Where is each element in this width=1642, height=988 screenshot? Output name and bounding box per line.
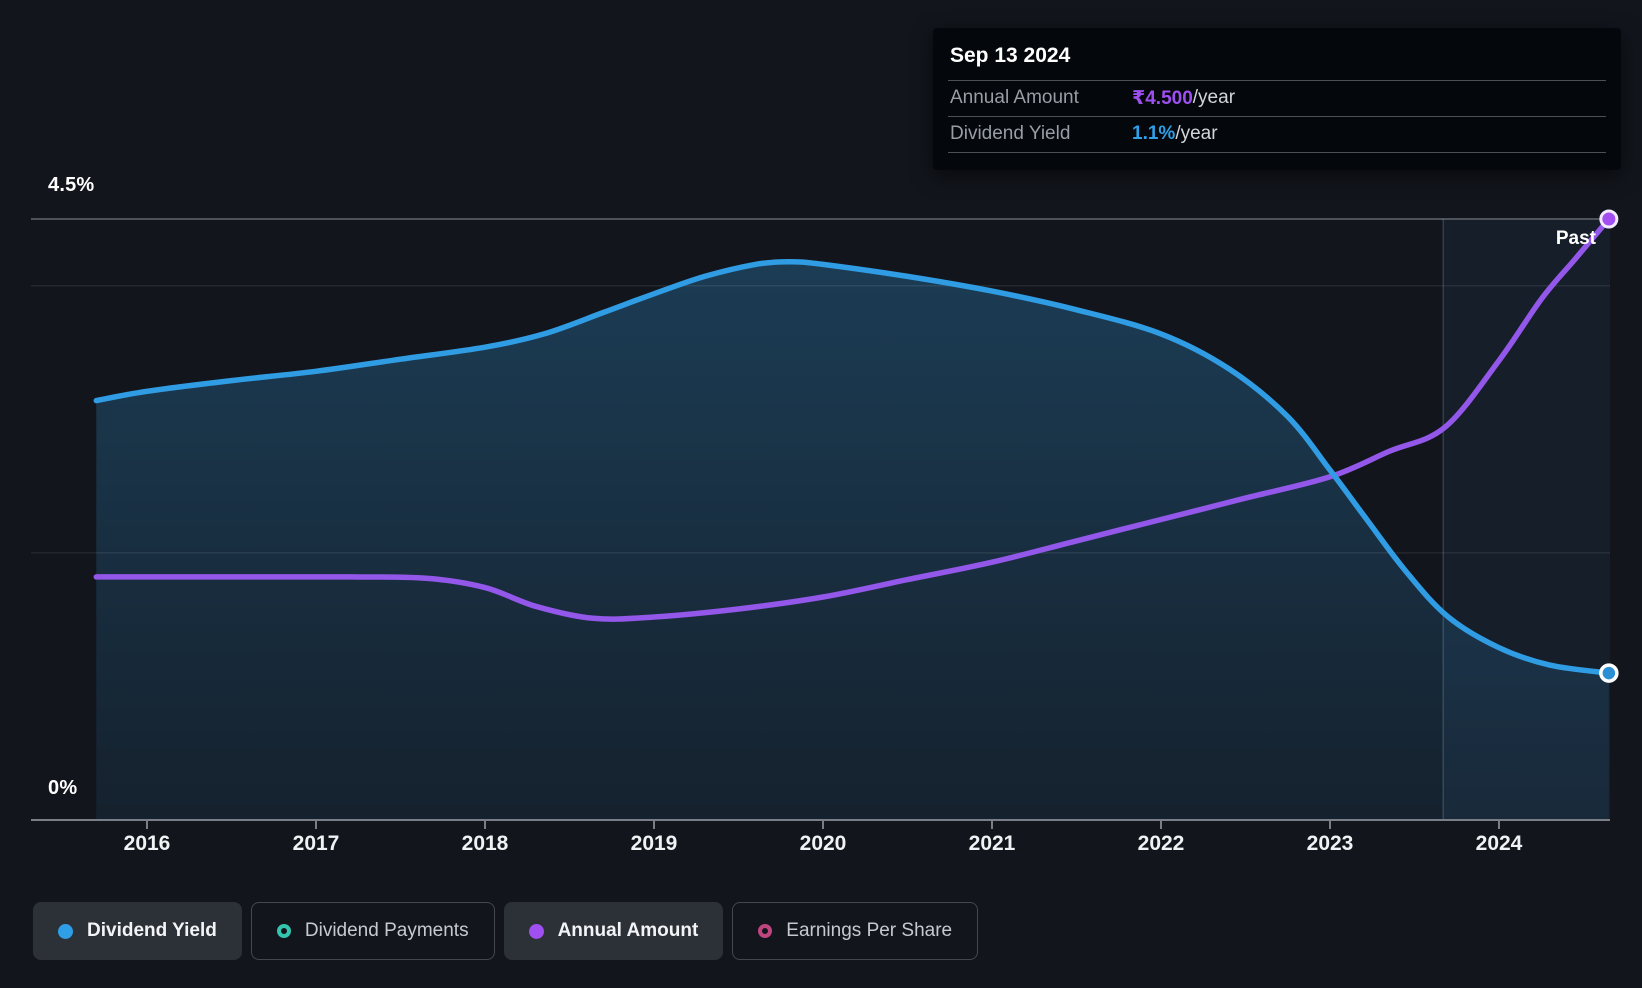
- chart-legend: Dividend Yield Dividend Payments Annual …: [33, 902, 979, 960]
- tooltip-row-suffix: /year: [1175, 123, 1218, 144]
- past-region-label: Past: [1555, 228, 1596, 249]
- dividend-yield-area: [96, 261, 1609, 820]
- annual-amount-endpoint-marker[interactable]: [1599, 209, 1619, 229]
- dividend-payments-ring-icon: [276, 924, 291, 938]
- legend-label: Dividend Payments: [304, 920, 469, 941]
- tooltip-divider: [948, 152, 1606, 153]
- x-tick-label-2016: 2016: [123, 832, 171, 855]
- legend-item-dividend-payments[interactable]: Dividend Payments: [250, 902, 495, 960]
- legend-label: Earnings Per Share: [786, 920, 953, 941]
- legend-label: Dividend Yield: [87, 920, 217, 941]
- x-tick-label-2017: 2017: [292, 832, 340, 855]
- dividend-yield-endpoint-marker[interactable]: [1599, 663, 1619, 683]
- dividend-yield-line[interactable]: [93, 258, 1612, 676]
- legend-item-dividend-yield[interactable]: Dividend Yield: [33, 902, 242, 960]
- x-tick-label-2023: 2023: [1306, 832, 1354, 855]
- dividend-yield-dot-icon: [58, 923, 73, 939]
- tooltip-row-value: ₹4.500: [1132, 87, 1193, 109]
- legend-label: Annual Amount: [557, 920, 699, 941]
- tooltip-row-suffix: /year: [1192, 87, 1236, 108]
- x-tick-label-2020: 2020: [799, 832, 847, 855]
- tooltip-date: Sep 13 2024: [950, 44, 1071, 67]
- tooltip-divider: [948, 80, 1606, 81]
- x-tick-label-2024: 2024: [1475, 832, 1523, 855]
- annual-amount-dot-icon: [528, 923, 544, 939]
- chart-tooltip: Sep 13 2024 Annual Amount ₹4.500 /year D…: [933, 28, 1621, 170]
- x-tick-label-2018: 2018: [461, 832, 509, 855]
- y-axis-max-label: 4.5%: [48, 174, 95, 196]
- tooltip-row-label: Annual Amount: [950, 87, 1079, 108]
- x-tick-label-2021: 2021: [968, 832, 1016, 855]
- legend-item-annual-amount[interactable]: Annual Amount: [503, 902, 724, 960]
- annual-amount-line[interactable]: [93, 216, 1612, 622]
- tooltip-row-value: 1.1%: [1132, 123, 1176, 144]
- x-tick-label-2019: 2019: [630, 832, 678, 855]
- tooltip-row-label: Dividend Yield: [950, 123, 1071, 144]
- legend-item-earnings-per-share[interactable]: Earnings Per Share: [732, 902, 979, 960]
- x-tick-label-2022: 2022: [1137, 832, 1185, 855]
- earnings-per-share-ring-icon: [758, 924, 773, 938]
- tooltip-divider: [948, 116, 1606, 117]
- y-axis-min-label: 0%: [48, 777, 78, 799]
